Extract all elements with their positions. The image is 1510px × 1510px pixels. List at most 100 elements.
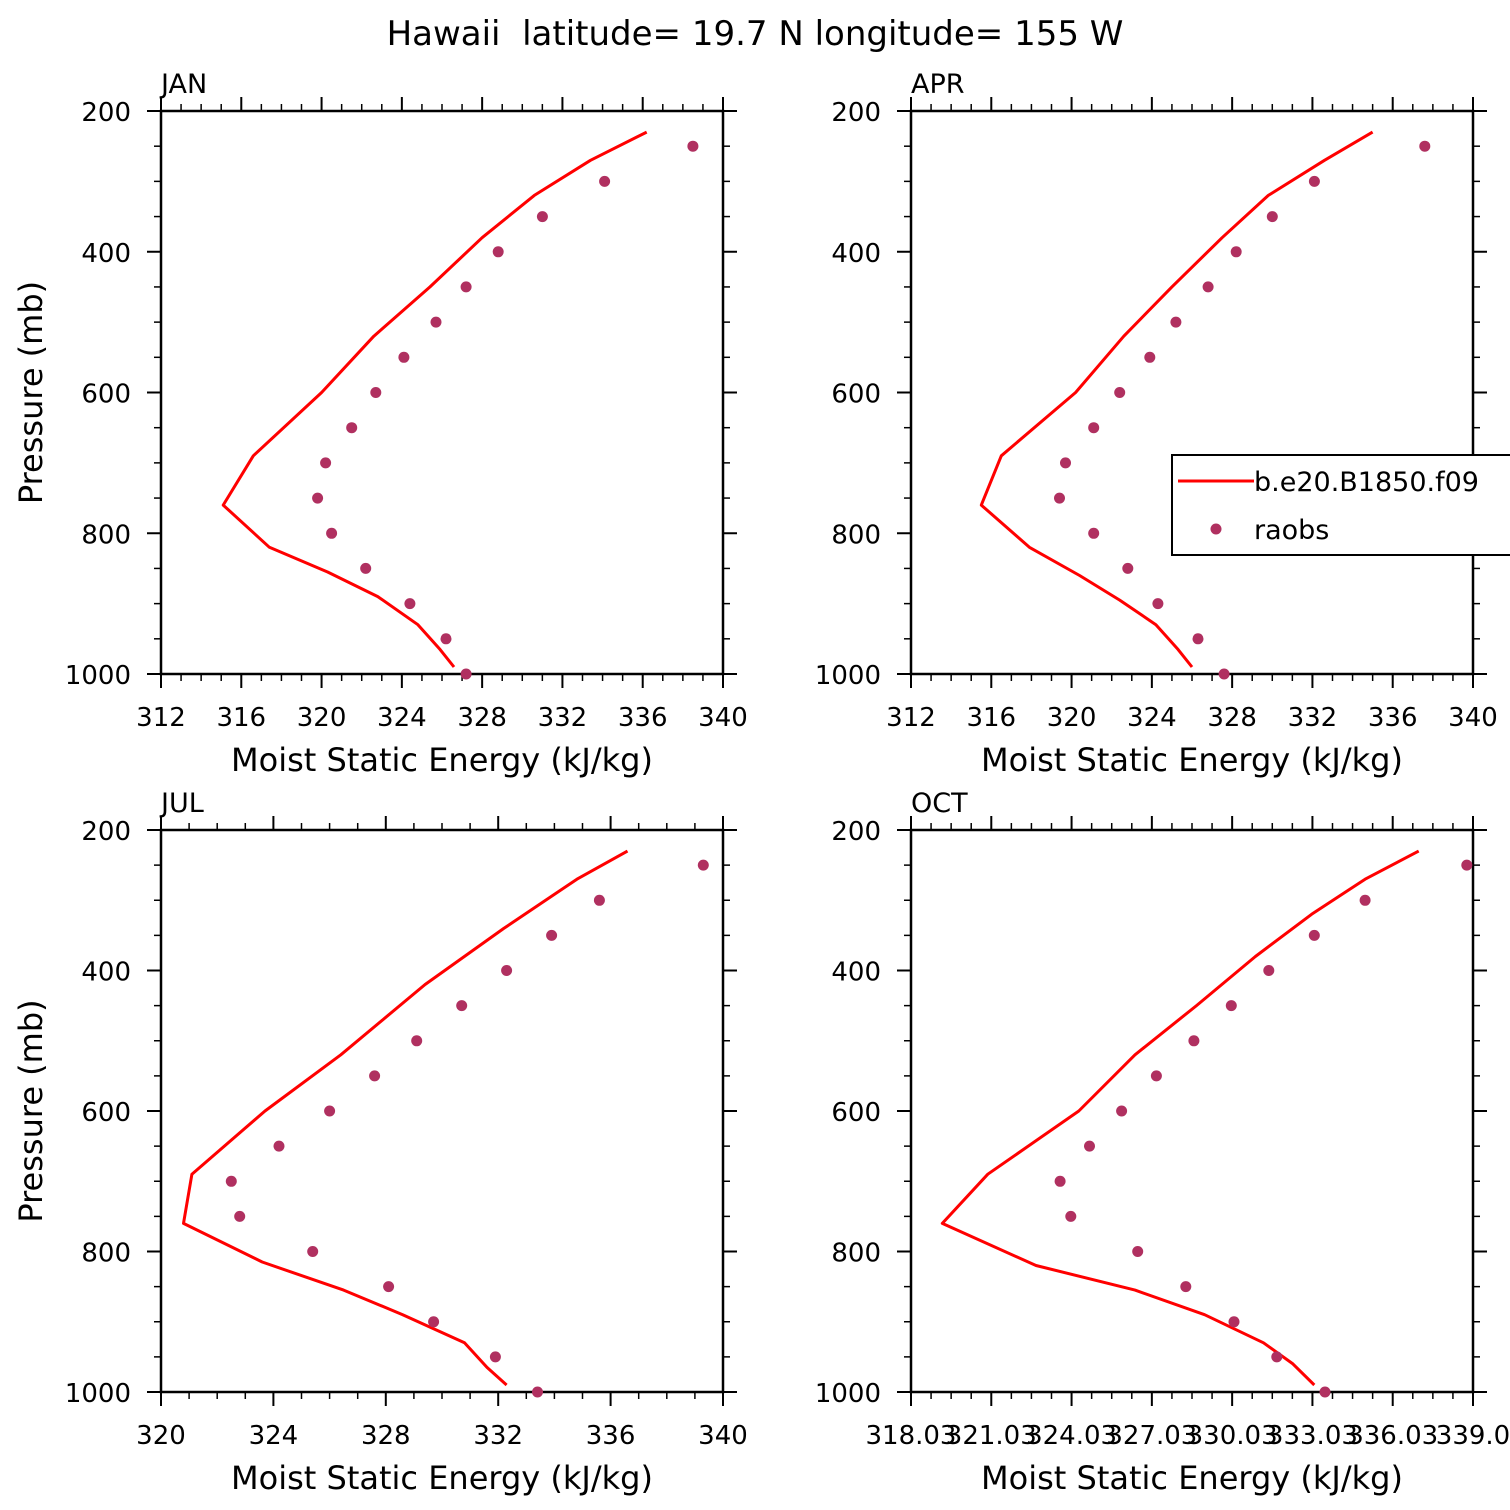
raobs-point bbox=[456, 1000, 468, 1012]
x-tick-label: 312 bbox=[886, 703, 936, 733]
y-tick-label: 600 bbox=[831, 380, 881, 410]
raobs-point bbox=[1088, 527, 1100, 539]
raobs-point bbox=[1461, 859, 1473, 871]
raobs-point bbox=[1225, 1000, 1237, 1012]
y-tick-label: 800 bbox=[831, 1239, 881, 1269]
x-tick-label: 336 bbox=[586, 1421, 636, 1451]
plot-frame bbox=[159, 109, 725, 676]
x-axis-label: Moist Static Energy (kJ/kg) bbox=[231, 1459, 653, 1497]
plot-frame bbox=[909, 828, 1475, 1394]
raobs-point bbox=[1180, 1281, 1192, 1293]
x-tick-label: 316 bbox=[966, 703, 1016, 733]
raobs-point bbox=[225, 1175, 237, 1187]
raobs-point bbox=[1144, 351, 1156, 363]
x-axis-label: Moist Static Energy (kJ/kg) bbox=[231, 741, 653, 779]
raobs-point bbox=[489, 1351, 501, 1363]
raobs-point bbox=[320, 457, 332, 469]
panel-jan: JAN 312 316 320 324 328 332 336 340 200 400 600 800 1… bbox=[12, 69, 748, 779]
raobs-point bbox=[1088, 422, 1100, 434]
raobs-point bbox=[501, 965, 513, 976]
panel-label: JUL bbox=[159, 788, 204, 819]
raobs-point bbox=[360, 562, 372, 574]
raobs-point bbox=[1084, 1140, 1095, 1152]
raobs-point bbox=[460, 281, 472, 293]
x-tick-label: 339.0 bbox=[1436, 1421, 1510, 1451]
raobs-point bbox=[492, 246, 504, 258]
y-tick-label: 400 bbox=[831, 239, 881, 269]
raobs-point bbox=[1054, 492, 1065, 504]
x-tick-label: 316 bbox=[216, 703, 266, 733]
raobs-point bbox=[398, 351, 410, 363]
raobs-point bbox=[383, 1281, 395, 1293]
raobs-point bbox=[1308, 929, 1320, 941]
y-tick-label: 600 bbox=[81, 380, 131, 410]
y-tick-label: 200 bbox=[81, 98, 131, 128]
legend-obs-label: raobs bbox=[1254, 515, 1329, 546]
panel-label: OCT bbox=[911, 788, 968, 819]
x-tick-label: 318.03 bbox=[866, 1421, 957, 1451]
model-series-line bbox=[940, 849, 1420, 1387]
raobs-point bbox=[1054, 1175, 1066, 1187]
raobs-point bbox=[346, 422, 358, 434]
x-tick-label: 330.03 bbox=[1187, 1421, 1278, 1451]
raobs-point bbox=[1228, 1316, 1240, 1328]
raobs-point bbox=[1170, 316, 1182, 328]
panel-label: APR bbox=[911, 69, 965, 100]
raobs-point bbox=[1116, 1105, 1128, 1117]
raobs-point bbox=[1202, 281, 1214, 293]
raobs-point bbox=[1218, 668, 1230, 680]
panel-apr: APR 312 316 320 324 328 332 336 340 200 400 600 800 1… bbox=[815, 69, 1498, 779]
x-tick-label: 336 bbox=[1368, 703, 1418, 733]
y-tick-label: 800 bbox=[81, 1239, 131, 1269]
panels: JAN 312 316 320 324 328 332 336 340 200 400 600 800 1… bbox=[12, 69, 1510, 1497]
raobs-point bbox=[460, 668, 472, 680]
panel-jul: JUL 320 324 328 332 336 340 200 400 600 800 1000 Moi… bbox=[12, 788, 748, 1497]
raobs-point bbox=[1150, 1070, 1162, 1082]
y-tick-label: 1000 bbox=[65, 1379, 131, 1409]
raobs-point bbox=[687, 140, 699, 152]
x-tick-label: 340 bbox=[698, 703, 748, 733]
raobs-point bbox=[1308, 175, 1320, 187]
x-tick-label: 327.03 bbox=[1106, 1421, 1197, 1451]
raobs-point bbox=[370, 387, 382, 398]
y-tick-label: 600 bbox=[831, 1098, 881, 1128]
y-tick-label: 400 bbox=[81, 239, 131, 269]
y-tick-label: 200 bbox=[831, 817, 881, 847]
model-series-line bbox=[221, 130, 648, 668]
raobs-point bbox=[404, 598, 416, 610]
raobs-point bbox=[1152, 598, 1164, 610]
raobs-point bbox=[1060, 457, 1071, 469]
y-tick-label: 800 bbox=[831, 520, 881, 550]
raobs-point bbox=[428, 1316, 440, 1328]
y-tick-label: 400 bbox=[81, 958, 131, 988]
raobs-point bbox=[546, 929, 558, 941]
y-axis-label: Pressure (mb) bbox=[12, 281, 50, 504]
x-tick-label: 340 bbox=[1448, 703, 1498, 733]
x-tick-label: 328 bbox=[457, 703, 507, 733]
raobs-point bbox=[312, 492, 324, 504]
y-tick-label: 200 bbox=[831, 98, 881, 128]
raobs-point bbox=[1132, 1246, 1144, 1257]
raobs-point bbox=[411, 1035, 423, 1047]
panel-label: JAN bbox=[159, 69, 207, 100]
x-tick-label: 324 bbox=[377, 703, 427, 733]
raobs-point bbox=[234, 1210, 246, 1222]
x-tick-label: 340 bbox=[698, 1421, 748, 1451]
raobs-point bbox=[1271, 1351, 1283, 1363]
y-tick-label: 200 bbox=[81, 817, 131, 847]
legend: b.e20.B1850.f09 raobs bbox=[1171, 454, 1510, 556]
raobs-point bbox=[440, 633, 452, 645]
raobs-point bbox=[324, 1105, 336, 1117]
x-tick-label: 332 bbox=[473, 1421, 523, 1451]
figure-title: Hawaii latitude= 19.7 N longitude= 155 W bbox=[387, 14, 1124, 54]
x-tick-label: 328 bbox=[361, 1421, 411, 1451]
raobs-point bbox=[599, 175, 611, 187]
raobs-point bbox=[1065, 1210, 1077, 1222]
x-tick-label: 324 bbox=[1127, 703, 1177, 733]
panel-oct: OCT318.03321.03324.03327.03330.03333.033… bbox=[815, 788, 1510, 1497]
x-tick-label: 336.03 bbox=[1347, 1421, 1438, 1451]
raobs-point bbox=[369, 1070, 381, 1082]
raobs-point bbox=[1359, 894, 1371, 906]
raobs-point bbox=[1230, 246, 1242, 258]
